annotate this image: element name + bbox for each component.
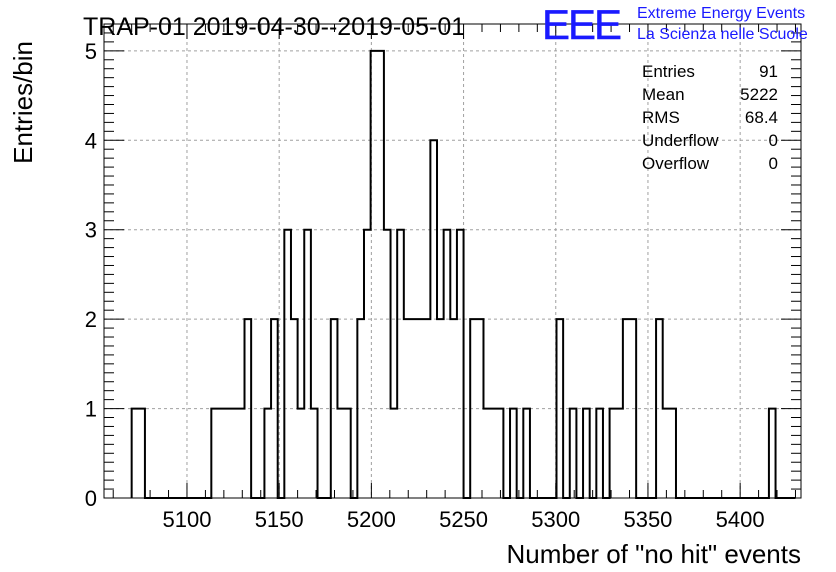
x-axis-ticks: 5100 5150 5200 5250 5300 5350 5400	[112, 24, 796, 532]
x-tick-label: 5250	[439, 507, 488, 532]
x-tick-label: 5150	[255, 507, 304, 532]
x-tick-label: 5300	[531, 507, 580, 532]
y-tick-label: 5	[85, 39, 97, 64]
y-tick-label: 0	[85, 486, 97, 511]
stats-entries-label: Entries	[642, 62, 695, 81]
stats-overflow-value: 0	[769, 154, 778, 173]
logo-line-1: Extreme Energy Events	[637, 5, 805, 22]
grid-lines	[104, 24, 801, 498]
x-tick-label: 5400	[716, 507, 765, 532]
x-tick-label: 5100	[162, 507, 211, 532]
plot-frame	[103, 23, 802, 499]
x-tick-label: 5350	[623, 507, 672, 532]
stats-mean-value: 5222	[740, 85, 778, 104]
stats-underflow-value: 0	[769, 131, 778, 150]
y-tick-label: 2	[85, 307, 97, 332]
y-axis-ticks: 0 1 2 3 4 5	[85, 23, 801, 511]
y-tick-label: 3	[85, 218, 97, 243]
eee-logo: EEE	[542, 1, 621, 48]
stats-underflow-label: Underflow	[642, 131, 719, 150]
stats-entries-value: 91	[759, 62, 778, 81]
stats-box: Entries 91 Mean 5222 RMS 68.4 Underflow …	[642, 62, 778, 173]
stats-mean-label: Mean	[642, 85, 685, 104]
stats-overflow-label: Overflow	[642, 154, 710, 173]
chart-title: TRAP-01 2019-04-30--2019-05-01	[83, 13, 465, 41]
y-tick-label: 4	[85, 128, 97, 153]
stats-rms-value: 68.4	[745, 108, 778, 127]
x-axis-label: Number of "no hit" events	[507, 539, 802, 569]
histogram-series	[130, 49, 796, 499]
logo-line-2: La Scienza nelle Scuole	[637, 26, 808, 43]
x-tick-label: 5200	[347, 507, 396, 532]
y-tick-label: 1	[85, 397, 97, 422]
y-axis-label: Entries/bin	[8, 41, 38, 164]
stats-rms-label: RMS	[642, 108, 680, 127]
